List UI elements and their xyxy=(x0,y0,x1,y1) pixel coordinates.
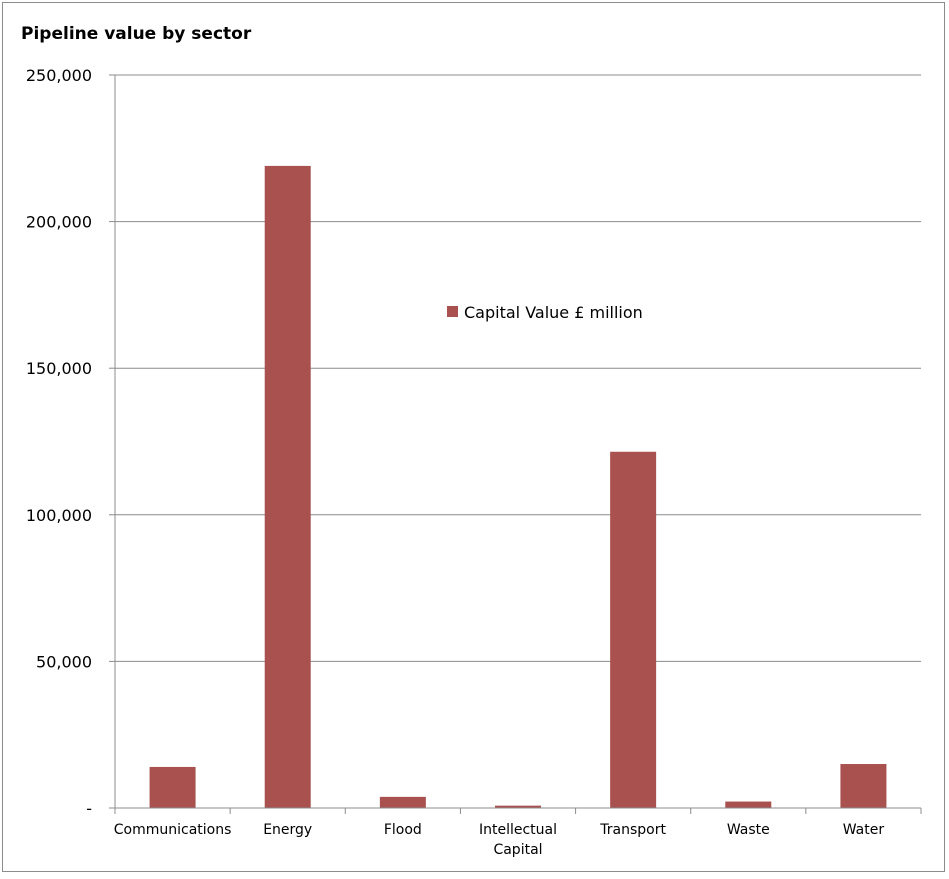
legend-swatch xyxy=(447,306,458,317)
bar xyxy=(610,451,657,808)
x-tick-label: Water xyxy=(843,822,885,838)
x-tick-label: Waste xyxy=(727,822,770,838)
bar xyxy=(149,766,196,808)
bar xyxy=(495,805,541,808)
y-tick-label: 150,000 xyxy=(26,359,92,378)
y-tick-label: - xyxy=(86,799,92,818)
x-tick-label: Communications xyxy=(114,822,232,838)
y-tick-label: 50,000 xyxy=(36,652,92,671)
x-tick-label: Transport xyxy=(599,822,666,838)
x-tick-label: Capital xyxy=(493,842,542,858)
x-tick-label: Intellectual xyxy=(479,822,557,838)
legend: Capital Value £ million xyxy=(447,303,643,322)
chart-title: Pipeline value by sector xyxy=(21,24,252,44)
x-axis-ticks: Communications Energy Flood Intellectual Cap… xyxy=(114,808,922,858)
bar xyxy=(264,165,311,809)
y-tick-label: 200,000 xyxy=(26,213,92,232)
y-tick-label: 100,000 xyxy=(26,506,92,525)
gridlines xyxy=(115,74,921,662)
y-tick-label: 250,000 xyxy=(26,66,92,85)
x-tick-label: Energy xyxy=(263,822,312,838)
y-axis-ticks: - 50,000 100,000 150,000 200,000 250,000 xyxy=(26,66,115,818)
x-tick-label: Flood xyxy=(384,822,422,838)
bar xyxy=(725,801,772,808)
bar xyxy=(840,764,887,808)
bars xyxy=(149,165,887,809)
bar xyxy=(379,796,426,808)
legend-label: Capital Value £ million xyxy=(464,303,643,322)
